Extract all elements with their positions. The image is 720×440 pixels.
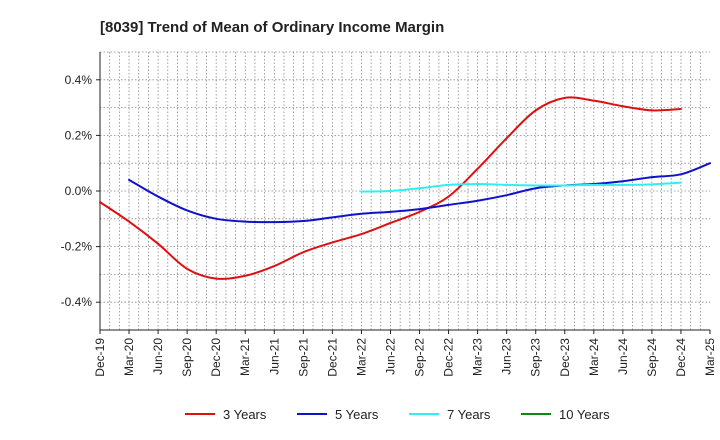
- x-tick-label: Sep-24: [645, 338, 659, 377]
- x-tick-label: Sep-20: [180, 338, 194, 377]
- legend-item-3-years: 3 Years: [185, 407, 267, 422]
- chart-title: [8039] Trend of Mean of Ordinary Income …: [100, 19, 444, 36]
- legend-item-7-years: 7 Years: [409, 407, 491, 422]
- x-tick-label: Dec-21: [325, 338, 339, 377]
- x-tick-label: Mar-21: [238, 338, 252, 376]
- legend-item-10-years: 10 Years: [521, 407, 610, 422]
- legend-item-5-years: 5 Years: [297, 407, 379, 422]
- x-tick-label: Dec-24: [674, 338, 688, 377]
- x-tick-label: Mar-23: [471, 338, 485, 376]
- x-tick-label: Dec-23: [558, 338, 572, 377]
- x-tick-label: Jun-22: [383, 338, 397, 375]
- x-tick-label: Dec-19: [93, 338, 107, 377]
- x-tick-label: Mar-25: [703, 338, 717, 376]
- x-tick-label: Mar-24: [587, 338, 601, 376]
- legend-label: 7 Years: [447, 407, 491, 422]
- y-tick-label: 0.0%: [65, 184, 93, 198]
- y-tick-label: -0.4%: [61, 295, 93, 309]
- legend-label: 10 Years: [559, 407, 610, 422]
- y-tick-label: 0.2%: [65, 128, 93, 142]
- legend-label: 3 Years: [223, 407, 267, 422]
- series-line-3-years: [99, 96, 682, 280]
- plot-area: 0.4% 0.2% 0.0% -0.2% -0.4% Dec-19 Mar-20 Jun-20…: [61, 51, 717, 377]
- x-tick-label: Mar-22: [354, 338, 368, 376]
- series-line-7-years: [360, 181, 682, 193]
- x-tick-label: Jun-20: [151, 338, 165, 375]
- y-tick-label: 0.4%: [65, 73, 93, 87]
- series-line-5-years: [128, 162, 711, 224]
- x-tick-label: Sep-22: [413, 338, 427, 377]
- x-tick-label: Dec-22: [442, 338, 456, 377]
- x-tick-label: Sep-23: [529, 338, 543, 377]
- x-tick-label: Jun-21: [267, 338, 281, 375]
- x-tick-label: Mar-20: [122, 338, 136, 376]
- legend: 3 Years 5 Years 7 Years 10 Years: [185, 407, 610, 422]
- legend-label: 5 Years: [335, 407, 379, 422]
- x-tick-label: Jun-23: [500, 338, 514, 375]
- x-tick-label: Jun-24: [616, 338, 630, 375]
- y-tick-label: -0.2%: [61, 240, 93, 254]
- x-tick-label: Sep-21: [296, 338, 310, 377]
- x-tick-label: Dec-20: [209, 338, 223, 377]
